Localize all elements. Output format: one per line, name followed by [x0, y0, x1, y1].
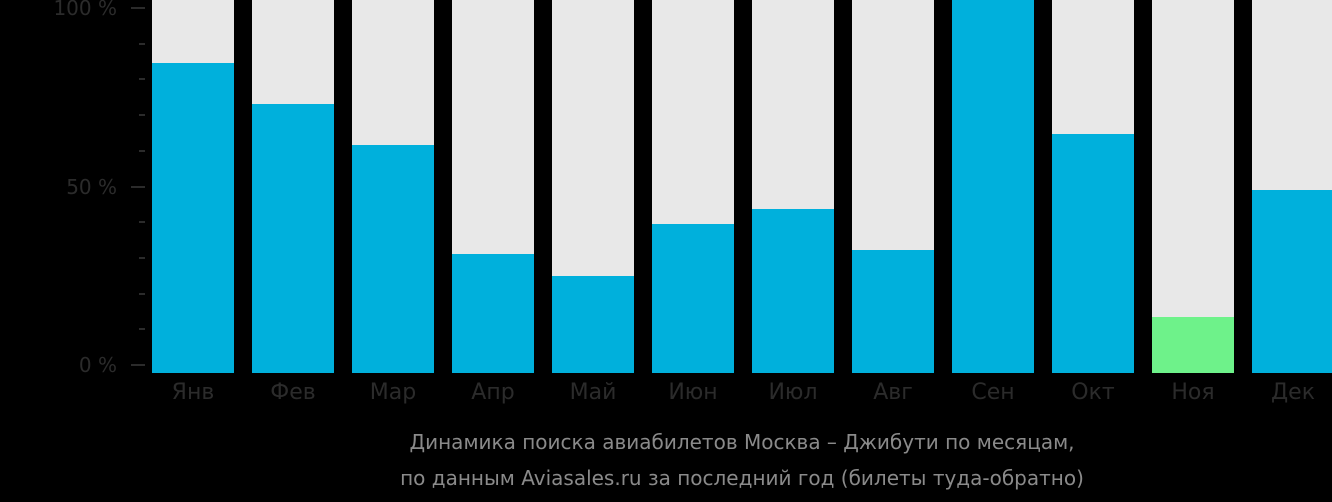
x-tick-label: Дек	[1270, 380, 1315, 405]
major-tick	[131, 364, 145, 366]
bar-7[interactable]	[752, 0, 834, 373]
bar-6[interactable]	[652, 0, 734, 373]
chart-title: Динамика поиска авиабилетов Москва – Джи…	[409, 430, 1075, 454]
x-tick-label: Сен	[971, 380, 1015, 405]
bar-8[interactable]	[852, 0, 934, 373]
minor-tick	[139, 256, 145, 259]
minor-tick	[139, 78, 145, 81]
x-tick-label: Авг	[873, 380, 913, 405]
x-tick-label: Июл	[768, 380, 818, 405]
bar-1[interactable]	[152, 0, 234, 373]
bar-2[interactable]	[252, 0, 334, 373]
bar-fill	[352, 145, 434, 373]
x-tick-label: Окт	[1071, 380, 1115, 405]
bar-fill	[952, 0, 1034, 373]
y-tick-label: 0 %	[78, 353, 117, 377]
bar-3[interactable]	[352, 0, 434, 373]
y-axis: 0 % 50 % 100 %	[0, 0, 145, 380]
minor-tick	[139, 292, 145, 295]
bar-fill	[852, 249, 934, 373]
x-tick-label: Апр	[471, 380, 515, 405]
x-tick-label: Фев	[270, 380, 316, 405]
minor-tick	[139, 114, 145, 117]
bar-fill	[1152, 317, 1234, 373]
bar-fill	[652, 223, 734, 373]
bar-4[interactable]	[452, 0, 534, 373]
bar-fill	[1252, 190, 1332, 373]
bar-fill	[752, 208, 834, 373]
major-tick	[131, 185, 145, 188]
major-tick	[131, 7, 145, 9]
chart-subtitle: по данным Aviasales.ru за последний год …	[400, 466, 1084, 490]
bar-10[interactable]	[1052, 0, 1134, 373]
minor-tick	[139, 42, 145, 45]
bar-fill	[252, 104, 334, 373]
minor-tick	[139, 221, 145, 224]
bar-fill	[152, 63, 234, 373]
bar-plot-area	[152, 0, 1332, 373]
y-tick-label: 100 %	[53, 0, 117, 20]
y-tick-label: 50 %	[66, 174, 117, 199]
minor-tick	[139, 328, 145, 331]
bar-fill	[1052, 134, 1134, 373]
minor-tick	[139, 149, 145, 152]
bar-9[interactable]	[952, 0, 1034, 373]
bar-5[interactable]	[552, 0, 634, 373]
bar-12[interactable]	[1252, 0, 1332, 373]
x-tick-label: Ноя	[1171, 380, 1215, 405]
bar-11[interactable]	[1152, 0, 1234, 373]
x-tick-label: Июн	[668, 380, 718, 405]
x-tick-label: Мар	[369, 380, 417, 405]
bar-fill	[552, 276, 634, 373]
x-tick-label: Янв	[171, 380, 215, 405]
x-tick-label: Май	[569, 380, 617, 405]
bar-fill	[452, 253, 534, 373]
